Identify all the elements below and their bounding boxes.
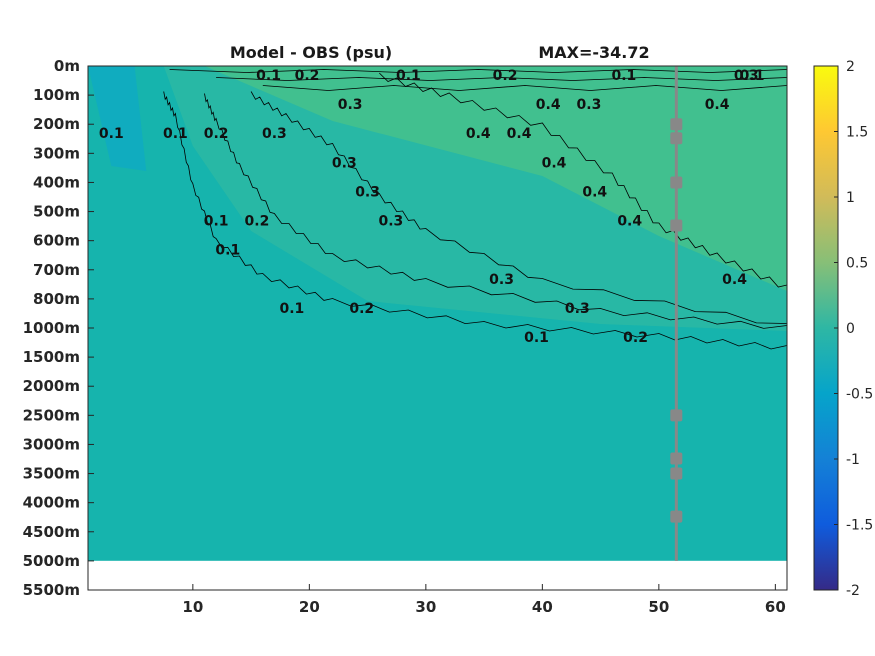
contour-label: 0.4 [536,97,561,113]
contour-label: 0.1 [99,126,124,142]
contour-0.3 [250,91,788,324]
y-tick-label: 400m [33,173,80,191]
colorbar-tick-label: 1 [846,190,855,206]
contour-label: 0.1 [204,214,229,230]
heatmap-field [88,66,788,590]
station-marker [670,467,683,480]
contour-surface-c [262,85,788,91]
colorbar-tick-label: 2 [846,59,855,75]
colorbar-tick-label: -1.5 [846,518,873,534]
station-line [670,66,683,561]
contour-label: 0.3 [338,97,363,113]
field-warm-layer [204,66,787,291]
x-tick-label: 20 [299,598,320,616]
x-tick-label: 30 [415,598,436,616]
contour-label: 0.1 [396,68,421,84]
contour-label: 0.1 [215,243,240,259]
field-nodata [88,560,787,590]
y-tick-label: 4500m [23,523,80,541]
colorbar-tick-label: -1 [846,452,860,468]
station-marker [670,176,683,189]
contour-label: 0.4 [722,272,747,288]
contour-label: 0.4 [542,155,567,171]
contour-surface-a [169,69,788,73]
x-tick-label: 10 [182,598,203,616]
contour-label: 0.3 [734,68,759,84]
y-tick-label: 800m [33,290,80,308]
contour-label: 0.2 [204,126,229,142]
contour-label: 0.2 [295,68,320,84]
y-tick-label: 1000m [23,319,80,337]
contour-label: 0.2 [493,68,518,84]
y-tick-label: 600m [33,232,80,250]
station-marker [670,132,683,145]
contour-labels: 0.1 0.20.30.1 0.20.4 0.30.10.1 0.1 0.2 0.3 0.4 0… [99,68,765,346]
colorbar-tick-label: -0.5 [846,387,873,403]
colorbar-tick-label: 1.5 [846,125,868,141]
contour-label: 0.1 [740,68,765,84]
contour-label: 0.3 [378,214,403,230]
y-tick-label: 1500m [23,348,80,366]
station-marker [670,219,683,232]
contour-label: 0.4 [617,214,642,230]
y-tick-label: 2500m [23,406,80,424]
colorbar-tick-label: 0 [846,321,855,337]
y-tick-label: 3500m [23,465,80,483]
contour-label: 0.1 [611,68,636,84]
station-marker [670,510,683,523]
station-marker [670,452,683,465]
y-tick-label: 5000m [23,552,80,570]
contour-0.1 [163,91,788,350]
contour-label: 0.1 [256,68,281,84]
contour-surface-b [216,77,788,81]
y-tick-label: 500m [33,203,80,221]
contour-label: 0.4 [507,126,532,142]
contour-label: 0.3 [355,184,380,200]
contour-lines [163,69,788,350]
x-axis-ticks: 10 20 30 40 50 60 [182,584,786,616]
contour-label: 0.2 [623,330,648,346]
contour-0.2 [204,93,788,329]
contour-label: 0.3 [565,301,590,317]
y-tick-label: 700m [33,261,80,279]
contour-0.4 [379,72,788,288]
contour-label: 0.1 [524,330,549,346]
chart-subtitle: MAX=-34.72 [538,43,649,62]
contour-label: 0.4 [582,184,607,200]
station-marker [670,409,683,422]
colorbar-tick-label: 0.5 [846,256,868,272]
contour-label: 0.3 [577,97,602,113]
y-tick-label: 200m [33,115,80,133]
x-tick-label: 50 [648,598,669,616]
contour-label: 0.2 [349,301,374,317]
contour-label: 0.4 [466,126,491,142]
field-cool-patch [88,66,147,171]
colorbar-ticks: 2 1.5 1 0.5 0 -0.5 -1 -1.5 -2 [834,59,873,599]
contour-label: 0.2 [245,214,270,230]
colorbar-tick-label: -2 [846,583,860,599]
y-tick-label: 2000m [23,377,80,395]
contour-label: 0.3 [489,272,514,288]
contour-label: 0.1 [279,301,304,317]
contour-label: 0.3 [262,126,287,142]
y-tick-label: 300m [33,144,80,162]
station-marker [670,118,683,131]
y-axis-ticks: 0m 100m 200m 300m 400m 500m 600m 700m 800m 1000m 1… [23,57,94,599]
x-tick-label: 60 [765,598,786,616]
y-tick-label: 4000m [23,494,80,512]
y-tick-label: 5500m [23,581,80,599]
chart-title: Model - OBS (psu) [230,43,392,62]
y-tick-label: 0m [54,57,80,75]
y-tick-label: 3000m [23,435,80,453]
y-tick-label: 100m [33,86,80,104]
x-tick-label: 40 [532,598,553,616]
contour-label: 0.3 [332,155,357,171]
contour-label: 0.4 [705,97,730,113]
contour-label: 0.1 [163,126,188,142]
